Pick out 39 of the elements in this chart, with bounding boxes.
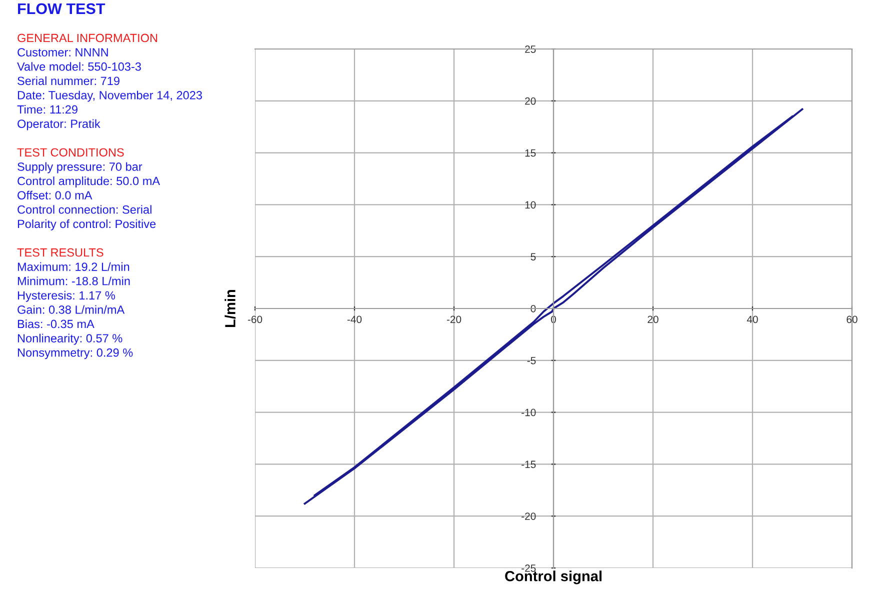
text: Serial nummer: 719 (18, 76, 120, 86)
text: Gain: 0.38 L/min/mA (18, 305, 125, 314)
text: Date: Tuesday, November 14, 2023 (18, 90, 202, 102)
text: Customer: NNNN (18, 48, 108, 56)
y-tick-label: 5 (530, 253, 536, 260)
text: Maximum: 19.2 L/min (18, 262, 130, 271)
y-axis-title: L/min (224, 290, 236, 327)
text: Control amplitude: 50.0 mA (18, 176, 160, 188)
y-tick-label: -20 (522, 512, 536, 520)
text: Minimum: -18.8 L/min (18, 276, 130, 286)
x-axis-title: Control signal (505, 570, 602, 584)
text: TEST RESULTS (17, 248, 104, 257)
text: TEST CONDITIONS (17, 148, 124, 157)
x-tick-label: -40 (347, 316, 362, 324)
y-tick-label: 15 (525, 149, 536, 157)
text: Polarity of control: Positive (18, 219, 156, 230)
x-tick-label: -20 (446, 316, 462, 324)
x-tick-label: -60 (248, 316, 262, 324)
x-tick-label: 60 (846, 316, 858, 324)
x-tick-label: 20 (648, 316, 658, 324)
text: Hysteresis: 1.17 % (18, 290, 115, 302)
text: Bias: -0.35 mA (18, 319, 94, 328)
y-tick-label: 20 (525, 97, 536, 105)
y-tick-label: -10 (522, 408, 536, 416)
y-tick-label: -25 (522, 564, 536, 572)
text: Offset: 0.0 mA (18, 190, 92, 200)
text: Valve model: 550-103-3 (17, 62, 141, 71)
text: GENERAL INFORMATION (18, 34, 158, 42)
text: Nonlinearity: 0.57 % (18, 334, 122, 345)
text: Operator: Pratik (18, 119, 100, 130)
text: Time: 11:29 (17, 105, 78, 114)
text: Supply pressure: 70 bar (18, 162, 142, 174)
text: Nonsymmetry: 0.29 % (18, 348, 133, 360)
text: FLOW TEST (18, 3, 106, 14)
x-tick-label: 40 (746, 316, 758, 324)
text: Control connection: Serial (18, 205, 152, 214)
y-tick-label: -5 (527, 357, 536, 364)
y-tick-label: -15 (522, 460, 536, 468)
y-tick-label: 10 (525, 201, 536, 209)
